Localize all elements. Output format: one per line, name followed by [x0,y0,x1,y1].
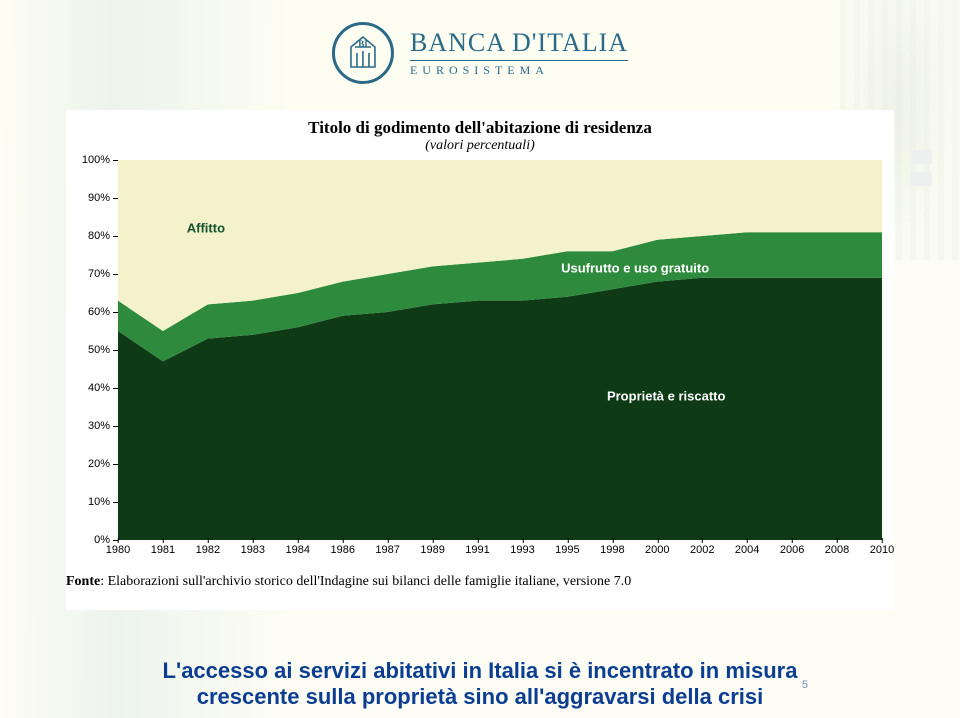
y-tick: 60% [88,306,110,318]
x-tick: 2000 [645,544,669,556]
bank-logo: BI BANCA D'ITALIA EUROSISTEMA [332,22,628,84]
chart-title: Titolo di godimento dell'abitazione di r… [66,118,894,138]
svg-text:BI: BI [358,39,368,49]
caption-line-1: L'accesso ai servizi abitativi in Italia… [0,658,960,684]
x-tick: 2004 [735,544,759,556]
x-tick: 1982 [196,544,220,556]
x-tick: 1989 [420,544,444,556]
x-tick: 2008 [825,544,849,556]
x-tick: 1998 [600,544,624,556]
logo-sub-text: EUROSISTEMA [410,61,549,78]
y-tick: 30% [88,420,110,432]
y-tick: 80% [88,230,110,242]
x-tick: 2010 [870,544,894,556]
caption-line-2: crescente sulla proprietà sino all'aggra… [0,684,960,710]
y-tick: 90% [88,192,110,204]
x-tick: 1981 [151,544,175,556]
logo-main-text: BANCA D'ITALIA [410,28,628,61]
y-tick: 100% [82,154,110,166]
footnote-lead: Fonte [66,574,100,589]
decorative-blocks [910,150,932,186]
bank-crest-icon: BI [332,22,394,84]
slide-caption: L'accesso ai servizi abitativi in Italia… [0,658,960,710]
x-tick: 1993 [510,544,534,556]
x-tick: 1986 [330,544,354,556]
x-tick: 1980 [106,544,130,556]
chart-subtitle: (valori percentuali) [66,138,894,154]
footnote-body: Elaborazioni sull'archivio storico dell'… [108,574,632,589]
y-tick: 70% [88,268,110,280]
x-tick: 1983 [241,544,265,556]
chart-container: Titolo di godimento dell'abitazione di r… [66,110,894,610]
slide: BI BANCA D'ITALIA EUROSISTEMA Titolo di … [0,0,960,718]
y-tick: 50% [88,344,110,356]
chart-plot-area: 0%10%20%30%40%50%60%70%80%90%100% 198019… [118,160,882,540]
y-tick: 10% [88,496,110,508]
chart-areas-svg [118,160,882,540]
y-axis: 0%10%20%30%40%50%60%70%80%90%100% [66,160,114,540]
y-tick: 20% [88,458,110,470]
y-tick: 40% [88,382,110,394]
x-tick: 1991 [465,544,489,556]
x-axis: 1980198119821983198419861987198919911993… [118,542,882,562]
x-tick: 2006 [780,544,804,556]
chart-footnote: Fonte: Elaborazioni sull'archivio storic… [66,574,894,590]
x-tick: 2002 [690,544,714,556]
x-tick: 1995 [555,544,579,556]
x-tick: 1987 [375,544,399,556]
x-tick: 1984 [286,544,310,556]
